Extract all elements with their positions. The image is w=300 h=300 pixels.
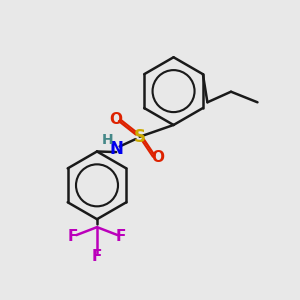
Text: F: F (116, 230, 126, 244)
Text: F: F (68, 230, 78, 244)
Text: O: O (151, 150, 164, 165)
Text: N: N (109, 140, 123, 158)
Text: O: O (110, 112, 123, 127)
Text: H: H (101, 133, 113, 147)
Text: S: S (134, 128, 146, 146)
Text: F: F (92, 249, 102, 264)
